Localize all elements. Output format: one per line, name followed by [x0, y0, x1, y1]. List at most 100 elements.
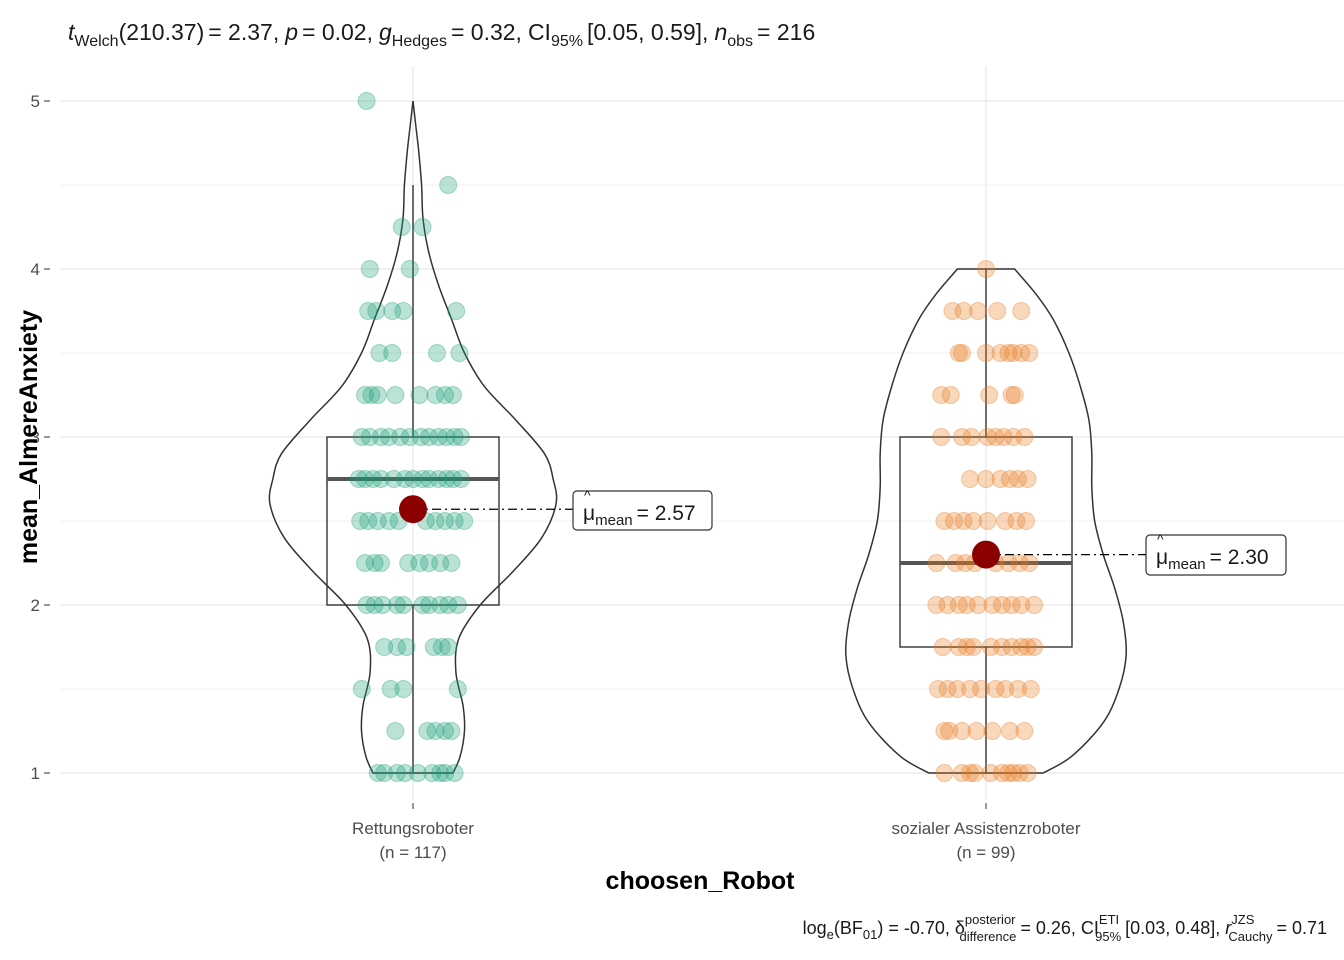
data-point — [424, 638, 443, 656]
data-point — [1004, 344, 1023, 362]
data-point — [981, 638, 1000, 656]
data-point — [935, 764, 954, 782]
data-point — [360, 260, 379, 278]
data-point — [1001, 722, 1019, 740]
data-point — [396, 470, 414, 488]
data-point — [380, 512, 398, 530]
hat-icon: ^ — [1157, 531, 1164, 547]
data-point — [373, 596, 392, 614]
mean-point — [399, 495, 427, 524]
mean-label: μmean = 2.30 ^ — [1145, 531, 1287, 576]
mean-label: μmean = 2.57 ^ — [572, 487, 713, 531]
data-point — [993, 764, 1011, 782]
title-es-label: g — [379, 19, 392, 45]
mean-label-sub: mean — [595, 512, 633, 529]
data-point — [380, 428, 398, 446]
data-point — [1009, 470, 1027, 488]
data-point — [978, 428, 997, 446]
data-point — [437, 470, 456, 488]
data-point — [388, 596, 406, 614]
data-point — [991, 470, 1010, 488]
data-point — [969, 596, 987, 614]
mean-label-box — [1145, 534, 1287, 576]
title-p-value: = 0.02, — [302, 19, 373, 45]
data-point — [436, 764, 454, 782]
data-point — [391, 428, 410, 446]
data-point — [993, 596, 1011, 614]
data-point — [1001, 470, 1019, 488]
data-point — [953, 722, 971, 740]
data-point — [940, 722, 959, 740]
data-point — [450, 344, 469, 362]
data-point — [397, 638, 416, 656]
data-point — [983, 596, 1002, 614]
data-point — [1009, 680, 1027, 698]
y-tick-label: 4 — [31, 260, 40, 279]
data-point — [1020, 344, 1039, 362]
y-axis-title: mean_AlmereAnxiety — [15, 310, 43, 564]
data-point — [413, 470, 432, 488]
data-point — [1002, 386, 1021, 404]
data-point — [388, 638, 406, 656]
data-point — [964, 512, 983, 530]
data-point — [962, 428, 981, 446]
mean-label-text: μmean = 2.30 — [1156, 546, 1269, 573]
data-point — [949, 638, 968, 656]
data-point — [1004, 428, 1023, 446]
data-point — [1012, 596, 1031, 614]
data-point — [977, 470, 995, 488]
caption-bf-value: ) = -0.70, — [877, 918, 950, 938]
data-point — [983, 722, 1002, 740]
data-point — [953, 764, 971, 782]
data-point — [945, 512, 963, 530]
data-point — [365, 596, 384, 614]
mean-label-box — [572, 490, 713, 531]
caption-delta-label: δ — [955, 918, 965, 938]
data-point — [1012, 302, 1031, 320]
mean-label-mu: μ — [1156, 546, 1168, 569]
data-point — [999, 344, 1018, 362]
caption-delta-sup: posterior — [965, 912, 1016, 927]
data-point — [394, 596, 413, 614]
data-point — [953, 344, 971, 362]
data-point — [949, 596, 968, 614]
data-point — [439, 596, 458, 614]
data-point — [957, 596, 976, 614]
data-point — [1025, 596, 1043, 614]
data-point — [927, 596, 946, 614]
data-point — [961, 680, 979, 698]
title-ci-label: CI — [528, 19, 551, 45]
data-point — [1004, 764, 1023, 782]
data-point — [420, 428, 438, 446]
mean-label-value: = 2.57 — [637, 502, 696, 525]
x-tick-label: Rettungsroboter — [352, 819, 474, 838]
mean-point — [972, 540, 1000, 569]
data-point — [1020, 554, 1039, 572]
data-point — [948, 680, 967, 698]
data-point — [961, 764, 979, 782]
caption-r-sub: Cauchy — [1228, 929, 1273, 944]
title-es-sub: Hedges — [392, 33, 447, 50]
data-point — [964, 638, 983, 656]
data-point — [447, 302, 466, 320]
data-point — [935, 722, 954, 740]
data-point — [356, 386, 374, 404]
data-point — [410, 554, 429, 572]
title-stat-label: t — [68, 19, 76, 45]
data-point — [436, 512, 454, 530]
violins — [268, 100, 1128, 774]
violin-outline — [268, 100, 558, 774]
x-tick-label: sozialer Assistenzroboter — [892, 819, 1081, 838]
data-point — [1018, 470, 1037, 488]
data-point — [994, 428, 1013, 446]
data-point — [394, 680, 413, 698]
data-point — [356, 554, 374, 572]
caption-ci-value: [0.03, 0.48], — [1125, 918, 1220, 938]
data-point — [444, 470, 462, 488]
data-point — [445, 512, 464, 530]
data-point — [1012, 344, 1031, 362]
data-point — [423, 764, 442, 782]
data-point — [436, 722, 454, 740]
caption-r-value: = 0.71 — [1276, 918, 1327, 938]
data-point — [967, 722, 986, 740]
